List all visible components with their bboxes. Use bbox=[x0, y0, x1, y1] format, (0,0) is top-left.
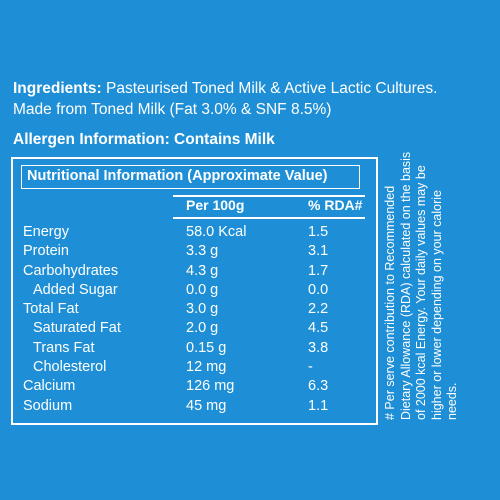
nutrient-rda: 0.0 bbox=[308, 281, 329, 298]
ingredients-label: Ingredients: bbox=[13, 80, 102, 97]
nutrient-per: 45 mg bbox=[186, 397, 227, 414]
nutrient-rda: 1.5 bbox=[308, 224, 329, 240]
nutrient-rda: 3.1 bbox=[308, 243, 329, 260]
table-row: Carbohydrates 4.3 g 1.7 bbox=[13, 262, 376, 281]
nutrient-per: 2.0 g bbox=[186, 320, 219, 337]
nutrient-rda: 4.5 bbox=[308, 320, 329, 337]
rda-footnote: # Per serve contribution to Recommended … bbox=[383, 151, 459, 420]
column-header-per-100g: Per 100g bbox=[186, 197, 245, 213]
nutrient-name: Carbohydrates bbox=[23, 262, 119, 279]
nutrient-name: Trans Fat bbox=[33, 339, 95, 356]
table-row: Protein 3.3 g 3.1 bbox=[13, 242, 376, 261]
nutrient-per: 0.15 g bbox=[186, 339, 227, 356]
nutrition-table: Nutritional Information (Approximate Val… bbox=[11, 157, 378, 425]
table-row: Total Fat 3.0 g 2.2 bbox=[13, 300, 376, 319]
nutrient-per: 0.0 g bbox=[186, 281, 219, 298]
column-header-top-rule bbox=[173, 195, 365, 197]
table-row: Added Sugar 0.0 g 0.0 bbox=[13, 281, 376, 300]
allergen-info: Allergen Information: Contains Milk bbox=[13, 131, 275, 148]
nutrient-rda: 6.3 bbox=[308, 378, 329, 395]
table-row: Cholesterol 12 mg - bbox=[13, 358, 376, 377]
nutrient-per: 58.0 Kcal bbox=[186, 224, 247, 240]
nutrient-per: 4.3 g bbox=[186, 262, 219, 279]
nutrient-rda: 1.1 bbox=[308, 397, 329, 414]
table-row: Sodium 45 mg 1.1 bbox=[13, 397, 376, 416]
nutrient-name: Added Sugar bbox=[33, 281, 118, 298]
nutrient-name: Cholesterol bbox=[33, 359, 107, 376]
nutrient-name: Protein bbox=[23, 243, 69, 260]
nutrition-title: Nutritional Information (Approximate Val… bbox=[21, 165, 360, 189]
nutrient-per: 12 mg bbox=[186, 359, 227, 376]
nutrition-rows: Energy 58.0 Kcal 1.5 Protein 3.3 g 3.1 Carbohy… bbox=[13, 223, 376, 416]
nutrient-per: 3.0 g bbox=[186, 301, 219, 318]
table-row: Saturated Fat 2.0 g 4.5 bbox=[13, 319, 376, 338]
nutrient-name: Saturated Fat bbox=[33, 320, 121, 337]
column-header-rda: % RDA# bbox=[308, 197, 363, 213]
ingredients-value: Pasteurised Toned Milk & Active Lactic C… bbox=[106, 80, 438, 97]
ingredients-text: Ingredients: Pasteurised Toned Milk & Ac… bbox=[13, 78, 493, 120]
nutrient-rda: 1.7 bbox=[308, 262, 329, 279]
column-header-bottom-rule bbox=[173, 217, 365, 219]
nutrient-name: Total Fat bbox=[23, 301, 79, 318]
nutrient-rda: 2.2 bbox=[308, 301, 329, 318]
nutrient-name: Energy bbox=[23, 224, 69, 240]
table-row: Calcium 126 mg 6.3 bbox=[13, 377, 376, 396]
table-row: Energy 58.0 Kcal 1.5 bbox=[13, 223, 376, 242]
nutrient-rda: 3.8 bbox=[308, 339, 329, 356]
nutrient-rda: - bbox=[308, 359, 313, 376]
nutrient-name: Sodium bbox=[23, 397, 73, 414]
nutrient-name: Calcium bbox=[23, 378, 76, 395]
table-row: Trans Fat 0.15 g 3.8 bbox=[13, 339, 376, 358]
nutrient-per: 3.3 g bbox=[186, 243, 219, 260]
ingredients-line2: Made from Toned Milk (Fat 3.0% & SNF 8.5… bbox=[13, 101, 332, 118]
nutrient-per: 126 mg bbox=[186, 378, 235, 395]
